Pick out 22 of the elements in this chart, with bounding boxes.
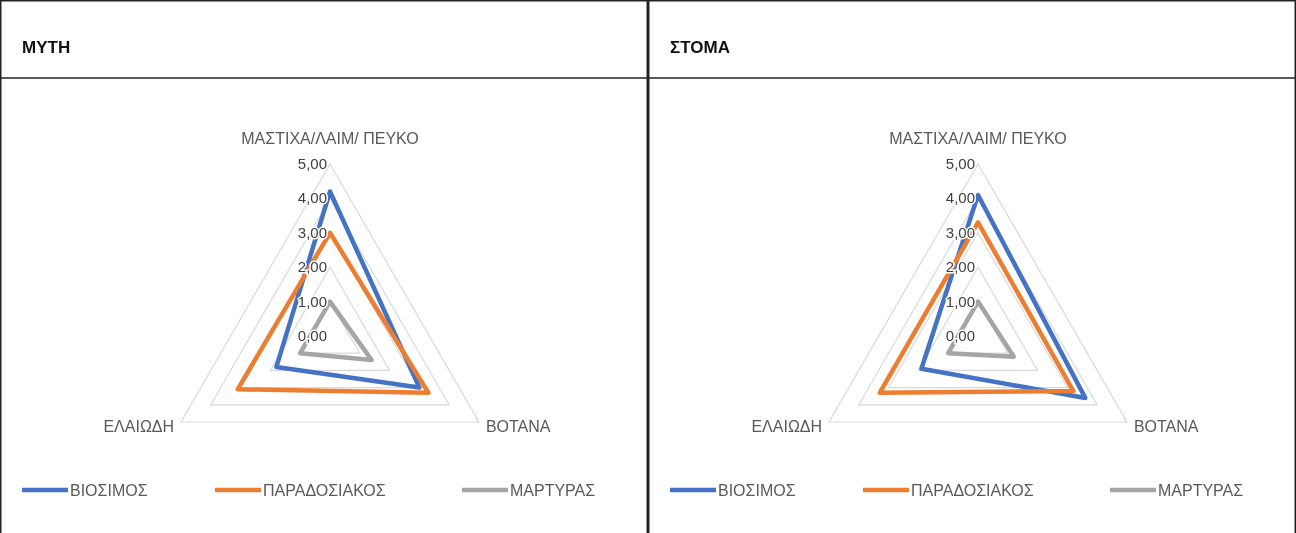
legend-label: ΒΙΟΣΙΜΟΣ bbox=[718, 482, 796, 499]
chart-title: ΜΥΤΗ bbox=[22, 38, 71, 57]
y-tick-label: 5,00 bbox=[945, 155, 975, 172]
y-tick-label: 1,00 bbox=[297, 292, 327, 310]
legend-label: ΜΑΡΤΥΡΑΣ bbox=[510, 482, 596, 499]
legend-label: ΜΑΡΤΥΡΑΣ bbox=[1158, 482, 1244, 499]
spoke-label: ΒΟΤΑΝΑ bbox=[1133, 418, 1199, 435]
y-tick-label: 0,00 bbox=[297, 327, 327, 344]
spoke-label: ΜΑΣΤΙΧΑ/ΛΑΙΜ/ ΠΕΥΚΟ bbox=[241, 130, 419, 147]
y-tick-label: 5,00 bbox=[297, 155, 327, 172]
spoke-label: ΜΑΣΤΙΧΑ/ΛΑΙΜ/ ΠΕΥΚΟ bbox=[889, 130, 1067, 147]
y-tick-label: 4,00 bbox=[297, 189, 327, 207]
legend-label: ΠΑΡΑΔΟΣΙΑΚΟΣ bbox=[263, 482, 386, 499]
spoke-label: ΕΛΑΙΩΔΗ bbox=[751, 418, 823, 435]
y-tick-label: 0,00 bbox=[945, 327, 975, 344]
chart-title: ΣΤΟΜΑ bbox=[670, 38, 730, 57]
spoke-label: ΕΛΑΙΩΔΗ bbox=[103, 418, 175, 435]
y-tick-label: 4,00 bbox=[945, 189, 975, 207]
y-tick-label: 1,00 bbox=[945, 292, 975, 310]
legend-label: ΒΙΟΣΙΜΟΣ bbox=[70, 482, 148, 499]
legend-label: ΠΑΡΑΔΟΣΙΑΚΟΣ bbox=[911, 482, 1034, 499]
spoke-label: ΒΟΤΑΝΑ bbox=[485, 418, 551, 435]
